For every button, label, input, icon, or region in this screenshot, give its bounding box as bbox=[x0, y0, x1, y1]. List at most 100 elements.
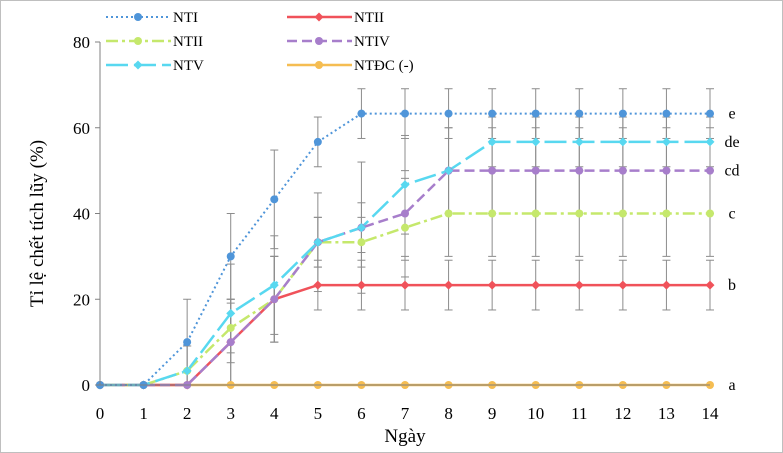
y-tick-label: 20 bbox=[73, 290, 90, 309]
legend-label: NTV bbox=[173, 58, 204, 74]
x-tick-label: 11 bbox=[571, 404, 587, 423]
data-point bbox=[226, 308, 236, 318]
data-point bbox=[705, 137, 715, 147]
data-point bbox=[356, 223, 366, 233]
data-point bbox=[356, 280, 366, 290]
legend-marker bbox=[315, 61, 323, 69]
data-point bbox=[226, 338, 235, 347]
data-point bbox=[661, 137, 671, 147]
data-point bbox=[618, 137, 628, 147]
x-tick-label: 2 bbox=[183, 404, 192, 423]
legend-marker bbox=[134, 13, 142, 21]
data-point bbox=[269, 280, 279, 290]
data-point bbox=[618, 209, 627, 218]
data-point bbox=[226, 323, 235, 332]
data-point bbox=[487, 137, 497, 147]
series-markers bbox=[95, 109, 715, 390]
legend-label: NTII bbox=[354, 10, 384, 26]
data-point bbox=[575, 109, 584, 118]
significance-label: e bbox=[728, 106, 735, 123]
x-axis-title: Ngày bbox=[384, 426, 426, 447]
x-tick-label: 1 bbox=[139, 404, 148, 423]
data-point bbox=[661, 280, 671, 290]
data-point bbox=[531, 280, 541, 290]
x-tick-label: 0 bbox=[96, 404, 105, 423]
legend-label: NTI bbox=[173, 10, 198, 26]
y-axis-title: Tỉ lệ chết tích lũy (%) bbox=[27, 140, 48, 307]
data-point bbox=[444, 109, 453, 118]
legend-marker bbox=[133, 60, 143, 70]
data-point bbox=[357, 238, 366, 247]
data-point bbox=[401, 109, 409, 118]
legend-label: NTĐC (-) bbox=[354, 58, 414, 74]
data-point bbox=[618, 166, 627, 175]
legend-marker bbox=[134, 37, 142, 45]
x-tick-label: 13 bbox=[658, 404, 675, 423]
data-point bbox=[182, 366, 192, 376]
data-point bbox=[270, 295, 279, 304]
data-point bbox=[313, 237, 323, 247]
data-point bbox=[487, 280, 497, 290]
data-point bbox=[662, 209, 671, 218]
data-point bbox=[706, 109, 714, 118]
data-point bbox=[488, 109, 497, 118]
data-point bbox=[705, 280, 715, 290]
data-point bbox=[662, 109, 671, 118]
x-tick-label: 6 bbox=[357, 404, 366, 423]
axes bbox=[95, 41, 710, 386]
y-tick-label: 40 bbox=[73, 205, 90, 224]
x-tick-label: 3 bbox=[226, 404, 235, 423]
data-point bbox=[575, 166, 584, 175]
x-tick-label: 4 bbox=[270, 404, 279, 423]
y-tick-label: 0 bbox=[82, 376, 91, 395]
x-tick-label: 10 bbox=[527, 404, 544, 423]
significance-labels: e b c cd de a bbox=[724, 106, 739, 394]
data-point bbox=[444, 209, 453, 218]
data-point bbox=[401, 223, 409, 232]
data-point bbox=[574, 137, 584, 147]
error-bars bbox=[183, 88, 714, 386]
data-point bbox=[313, 280, 323, 290]
x-tick-label: 8 bbox=[444, 404, 453, 423]
data-point bbox=[313, 137, 322, 146]
data-point bbox=[618, 280, 628, 290]
data-point bbox=[662, 166, 671, 175]
legend-label: NTIV bbox=[354, 34, 390, 50]
significance-label: b bbox=[728, 277, 736, 294]
data-point bbox=[575, 209, 584, 218]
data-point bbox=[531, 209, 540, 218]
significance-label: c bbox=[728, 206, 735, 223]
data-point bbox=[574, 280, 584, 290]
data-point bbox=[531, 137, 541, 147]
data-point bbox=[357, 109, 366, 118]
data-point bbox=[270, 195, 279, 204]
legend-label: NTII bbox=[173, 34, 203, 50]
significance-label: de bbox=[724, 134, 739, 151]
series-line-4 bbox=[100, 169, 710, 387]
data-point bbox=[400, 180, 410, 190]
data-point bbox=[706, 209, 714, 218]
x-tick-label: 5 bbox=[314, 404, 323, 423]
data-point bbox=[444, 280, 454, 290]
data-point bbox=[531, 109, 540, 118]
legend: NTI NTII NTII NTIV NTV NTĐC (-) bbox=[106, 10, 414, 74]
legend-marker bbox=[314, 12, 324, 22]
legend-marker bbox=[315, 37, 323, 45]
data-point bbox=[488, 209, 497, 218]
x-tick-label: 9 bbox=[488, 404, 497, 423]
significance-label: a bbox=[728, 377, 735, 394]
x-tick-label: 7 bbox=[401, 404, 410, 423]
data-point bbox=[531, 166, 540, 175]
significance-label: cd bbox=[724, 163, 739, 180]
x-tick-label: 12 bbox=[614, 404, 631, 423]
y-tick-label: 80 bbox=[73, 33, 90, 52]
data-point bbox=[618, 109, 627, 118]
data-point bbox=[444, 166, 454, 176]
data-point bbox=[400, 280, 410, 290]
x-tick-label: 14 bbox=[702, 404, 720, 423]
y-tick-label: 60 bbox=[73, 119, 90, 138]
data-point bbox=[226, 252, 235, 261]
